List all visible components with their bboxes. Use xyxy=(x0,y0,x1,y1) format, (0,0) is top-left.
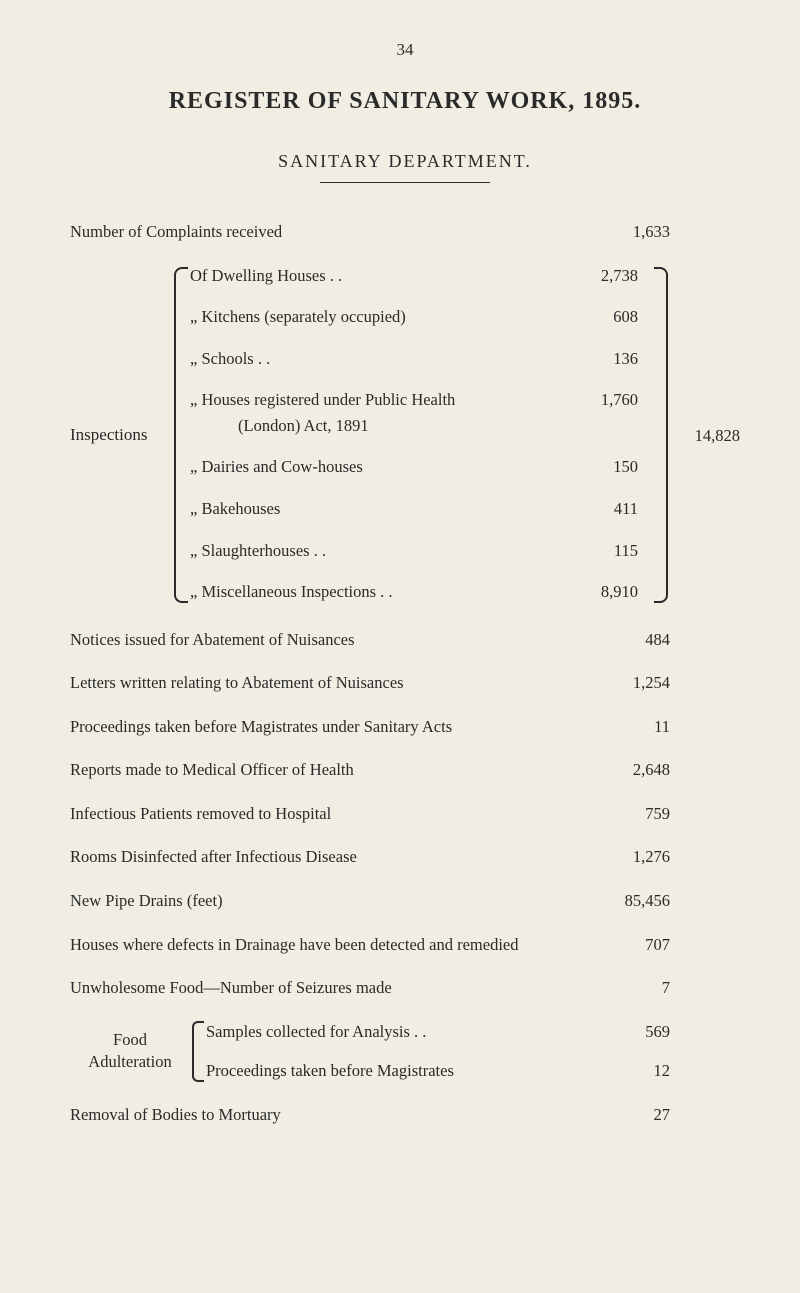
inspection-label: „ Houses registered under Public Health … xyxy=(190,387,568,438)
inspection-value: 115 xyxy=(568,538,638,564)
bracket-right xyxy=(646,263,670,609)
inspection-value: 608 xyxy=(568,304,638,330)
spacer xyxy=(670,1019,740,1045)
row-value: 7 xyxy=(590,975,670,1001)
row-label: Notices issued for Abatement of Nuisance… xyxy=(70,627,590,653)
inspection-label-line2: (London) Act, 1891 xyxy=(190,413,568,439)
food-row-label: Proceedings taken before Magistrates xyxy=(206,1058,590,1084)
row-label: Infectious Patients removed to Hospital xyxy=(70,801,590,827)
inspection-value: 2,738 xyxy=(568,263,638,289)
page-title: REGISTER OF SANITARY WORK, 1895. xyxy=(70,88,740,115)
inspection-item: „ Miscellaneous Inspections . . 8,910 xyxy=(190,579,638,605)
inspection-label: Of Dwelling Houses . . xyxy=(190,263,568,289)
food-label-1: Food xyxy=(113,1030,147,1049)
row-value: 484 xyxy=(590,627,670,653)
removal-value: 27 xyxy=(590,1102,670,1128)
inspections-total: 14,828 xyxy=(670,423,740,449)
inspection-label: „ Miscellaneous Inspections . . xyxy=(190,579,568,605)
row-label: Houses where defects in Drainage have be… xyxy=(70,932,590,958)
table-row: New Pipe Drains (feet) 85,456 xyxy=(70,888,740,914)
table-row: Notices issued for Abatement of Nuisance… xyxy=(70,627,740,653)
row-value: 2,648 xyxy=(590,757,670,783)
inspection-item: Of Dwelling Houses . . 2,738 xyxy=(190,263,638,289)
food-side-label: Food Adulteration xyxy=(70,1029,190,1074)
content-body: Number of Complaints received 1,633 Insp… xyxy=(70,219,740,1127)
table-row: Rooms Disinfected after Infectious Disea… xyxy=(70,844,740,870)
row-value: 85,456 xyxy=(590,888,670,914)
row-label: New Pipe Drains (feet) xyxy=(70,888,590,914)
inspection-label: „ Slaughterhouses . . xyxy=(190,538,568,564)
removal-row: Removal of Bodies to Mortuary 27 xyxy=(70,1102,740,1128)
table-row: Unwholesome Food—Number of Seizures made… xyxy=(70,975,740,1001)
table-row: Reports made to Medical Officer of Healt… xyxy=(70,757,740,783)
table-row: Letters written relating to Abatement of… xyxy=(70,670,740,696)
inspection-label: „ Dairies and Cow-houses xyxy=(190,454,568,480)
food-brace xyxy=(190,1019,206,1084)
removal-label: Removal of Bodies to Mortuary xyxy=(70,1102,590,1128)
spacer xyxy=(670,1058,740,1084)
inspection-value: 150 xyxy=(568,454,638,480)
inspection-item: „ Bakehouses 411 xyxy=(190,496,638,522)
table-row: Infectious Patients removed to Hospital … xyxy=(70,801,740,827)
food-adulteration-block: Food Adulteration Samples collected for … xyxy=(70,1019,740,1084)
inspection-label-line1: „ Houses registered under Public Health xyxy=(190,390,455,409)
food-row-label: Samples collected for Analysis . . xyxy=(206,1019,590,1045)
food-list: Samples collected for Analysis . . 569 P… xyxy=(206,1019,740,1084)
inspection-label: „ Bakehouses xyxy=(190,496,568,522)
row-value: 11 xyxy=(590,714,670,740)
inspection-value: 411 xyxy=(568,496,638,522)
row-value: 707 xyxy=(590,932,670,958)
food-row: Samples collected for Analysis . . 569 xyxy=(206,1019,740,1045)
inspection-item: „ Houses registered under Public Health … xyxy=(190,387,638,438)
food-row-value: 569 xyxy=(590,1019,670,1045)
complaints-label: Number of Complaints received xyxy=(70,219,590,245)
inspection-item: „ Kitchens (separately occupied) 608 xyxy=(190,304,638,330)
inspections-block: Inspections Of Dwelling Houses . . 2,738… xyxy=(70,263,740,609)
inspection-value: 8,910 xyxy=(568,579,638,605)
row-label: Reports made to Medical Officer of Healt… xyxy=(70,757,590,783)
inspection-label: „ Kitchens (separately occupied) xyxy=(190,304,568,330)
row-label: Unwholesome Food—Number of Seizures made xyxy=(70,975,590,1001)
inspection-item: „ Slaughterhouses . . 115 xyxy=(190,538,638,564)
row-label: Rooms Disinfected after Infectious Disea… xyxy=(70,844,590,870)
page-number: 34 xyxy=(70,40,740,60)
food-label-2: Adulteration xyxy=(88,1052,171,1071)
inspection-item: „ Dairies and Cow-houses 150 xyxy=(190,454,638,480)
row-value: 1,254 xyxy=(590,670,670,696)
page-subtitle: SANITARY DEPARTMENT. xyxy=(70,151,740,172)
table-row: Houses where defects in Drainage have be… xyxy=(70,932,740,958)
inspection-label: „ Schools . . xyxy=(190,346,568,372)
row-label: Proceedings taken before Magistrates und… xyxy=(70,714,590,740)
row-value: 1,276 xyxy=(590,844,670,870)
inspection-value: 136 xyxy=(568,346,638,372)
food-row-value: 12 xyxy=(590,1058,670,1084)
inspections-list: Of Dwelling Houses . . 2,738 „ Kitchens … xyxy=(170,263,646,609)
inspection-item: „ Schools . . 136 xyxy=(190,346,638,372)
food-row: Proceedings taken before Magistrates 12 xyxy=(206,1058,740,1084)
row-label: Letters written relating to Abatement of… xyxy=(70,670,590,696)
inspection-value: 1,760 xyxy=(568,387,638,413)
inspections-side-label: Inspections xyxy=(70,422,170,448)
subtitle-rule xyxy=(320,182,490,183)
row-value: 759 xyxy=(590,801,670,827)
table-row: Proceedings taken before Magistrates und… xyxy=(70,714,740,740)
complaints-row: Number of Complaints received 1,633 xyxy=(70,219,740,245)
complaints-value: 1,633 xyxy=(590,219,670,245)
